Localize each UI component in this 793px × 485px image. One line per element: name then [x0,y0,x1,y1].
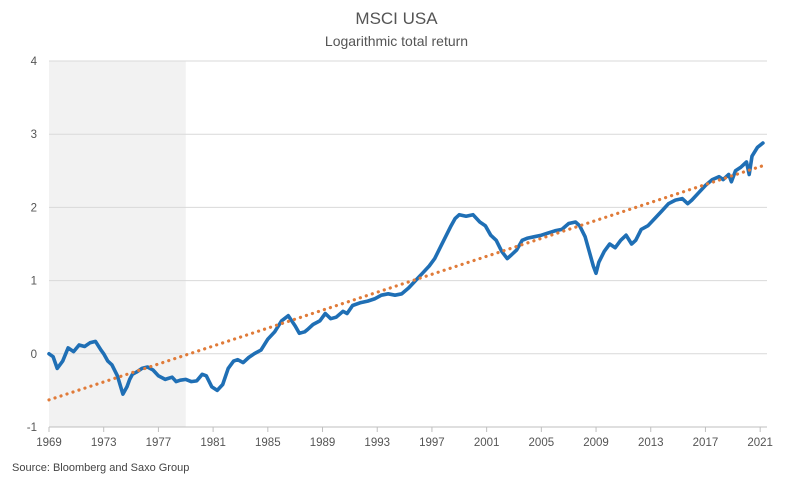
y-tick-label: 2 [31,202,37,214]
y-tick-label: 3 [31,129,37,141]
chart-subtitle: Logarithmic total return [324,33,469,49]
y-tick-label: 0 [31,349,37,361]
x-tick-label: 2021 [747,437,773,449]
shaded-period-band [49,61,186,427]
x-tick-label: 1997 [419,437,445,449]
x-tick-label: 1973 [91,437,117,449]
trend-line [47,164,765,402]
shaded-period-layer [49,61,186,427]
x-axis-ticks: 1969 1973 1977 1981 1985 1989 1993 1997 2001 2005… [36,426,773,449]
y-tick-label: 4 [31,56,38,68]
x-tick-label: 1989 [310,437,336,449]
y-tick-label: 1 [31,276,37,288]
y-tick-label: -1 [27,422,37,434]
x-tick-label: 1977 [146,437,172,449]
x-tick-label: 1981 [200,437,226,449]
x-tick-label: 1969 [36,437,62,449]
series-line-msci-usa [47,141,765,396]
x-tick-label: 1993 [364,437,390,449]
x-tick-label: 2005 [529,437,555,449]
chart-source-note: Source: Bloomberg and Saxo Group [12,462,190,474]
y-axis-ticks: -1 0 1 2 3 4 [27,56,38,434]
series-layer [47,141,765,402]
x-tick-label: 2001 [474,437,500,449]
x-tick-label: 2013 [638,437,664,449]
x-tick-label: 2009 [583,437,609,449]
x-tick-label: 2017 [693,437,719,449]
x-tick-label: 1985 [255,437,281,449]
chart-title: MSCI USA [355,9,438,28]
